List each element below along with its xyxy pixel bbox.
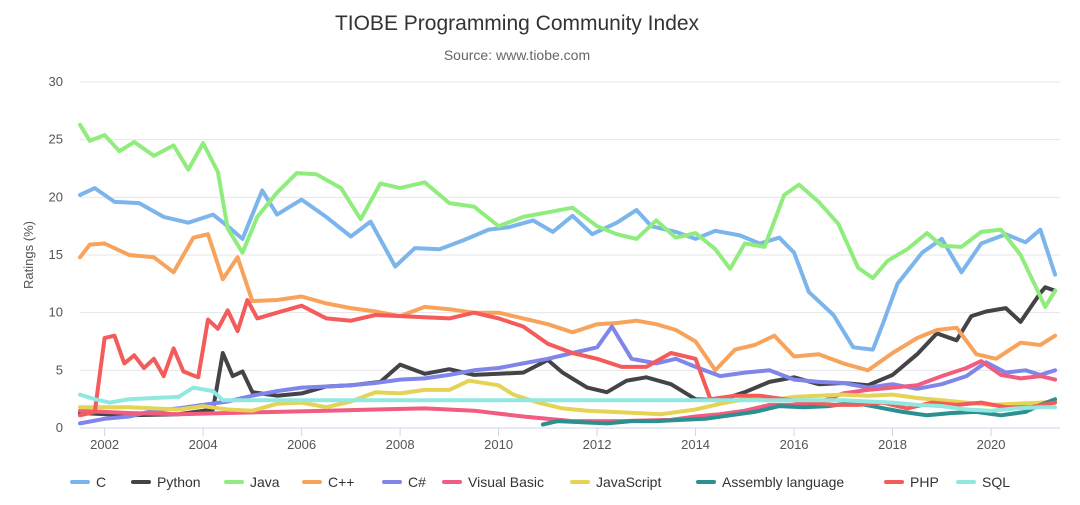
y-tick-label: 20	[49, 189, 63, 204]
legend-item-sql[interactable]: SQL	[956, 474, 1010, 490]
legend-item-c[interactable]: C	[70, 474, 106, 490]
legend-item-assembly-language[interactable]: Assembly language	[696, 474, 844, 490]
legend-item-javascript[interactable]: JavaScript	[570, 474, 661, 490]
y-tick-label: 25	[49, 132, 63, 147]
legend-label: Python	[157, 474, 201, 490]
legend-label: SQL	[982, 474, 1010, 490]
series-line-assembly-language[interactable]	[540, 397, 1058, 427]
x-tick-label: 2018	[878, 437, 907, 452]
x-tick-label: 2004	[189, 437, 218, 452]
series-line-java[interactable]	[78, 122, 1058, 309]
legend-item-java[interactable]: Java	[224, 474, 280, 490]
x-tick-label: 2010	[484, 437, 513, 452]
series-line-c[interactable]	[78, 186, 1058, 352]
x-tick-label: 2008	[386, 437, 415, 452]
x-tick-label: 2012	[583, 437, 612, 452]
x-tick-label: 2002	[90, 437, 119, 452]
legend-item-c-[interactable]: C++	[302, 474, 354, 490]
series-line-visual-basic[interactable]	[78, 359, 1058, 424]
x-tick-label: 2016	[780, 437, 809, 452]
legend-label: C#	[408, 474, 426, 490]
series-line-c-[interactable]	[78, 324, 1058, 426]
y-axis-ticks: 0 5 10 15 20 25 30	[49, 74, 63, 435]
legend-label: C	[96, 474, 106, 490]
legend-label: PHP	[910, 474, 939, 490]
y-tick-label: 0	[56, 420, 63, 435]
series-line-sql[interactable]	[78, 385, 1058, 413]
y-tick-label: 10	[49, 305, 63, 320]
legend-label: Java	[250, 474, 280, 490]
y-tick-label: 5	[56, 362, 63, 377]
series-group	[78, 122, 1058, 427]
series-line-javascript[interactable]	[78, 378, 1058, 417]
chart-subtitle: Source: www.tiobe.com	[444, 47, 590, 63]
series-line-c-[interactable]	[78, 232, 1058, 373]
x-tick-label: 2014	[681, 437, 710, 452]
y-tick-label: 15	[49, 247, 63, 262]
legend-item-php[interactable]: PHP	[884, 474, 939, 490]
x-axis-ticks: 2002 2004 2006 2008 2010 2012 2014 2016 2018 2020	[90, 428, 1006, 452]
y-axis-label: Ratings (%)	[21, 221, 36, 289]
x-tick-label: 2020	[977, 437, 1006, 452]
x-tick-label: 2006	[287, 437, 316, 452]
legend: C Python Java C++ C# Visual Basic JavaScript As…	[70, 474, 1010, 490]
legend-label: C++	[328, 474, 354, 490]
legend-label: Visual Basic	[468, 474, 544, 490]
series-line-php[interactable]	[78, 298, 1058, 418]
legend-item-visual-basic[interactable]: Visual Basic	[442, 474, 544, 490]
legend-label: Assembly language	[722, 474, 844, 490]
legend-item-python[interactable]: Python	[131, 474, 201, 490]
y-tick-label: 30	[49, 74, 63, 89]
legend-item-c-[interactable]: C#	[382, 474, 426, 490]
legend-label: JavaScript	[596, 474, 661, 490]
chart-title: TIOBE Programming Community Index	[335, 12, 700, 35]
